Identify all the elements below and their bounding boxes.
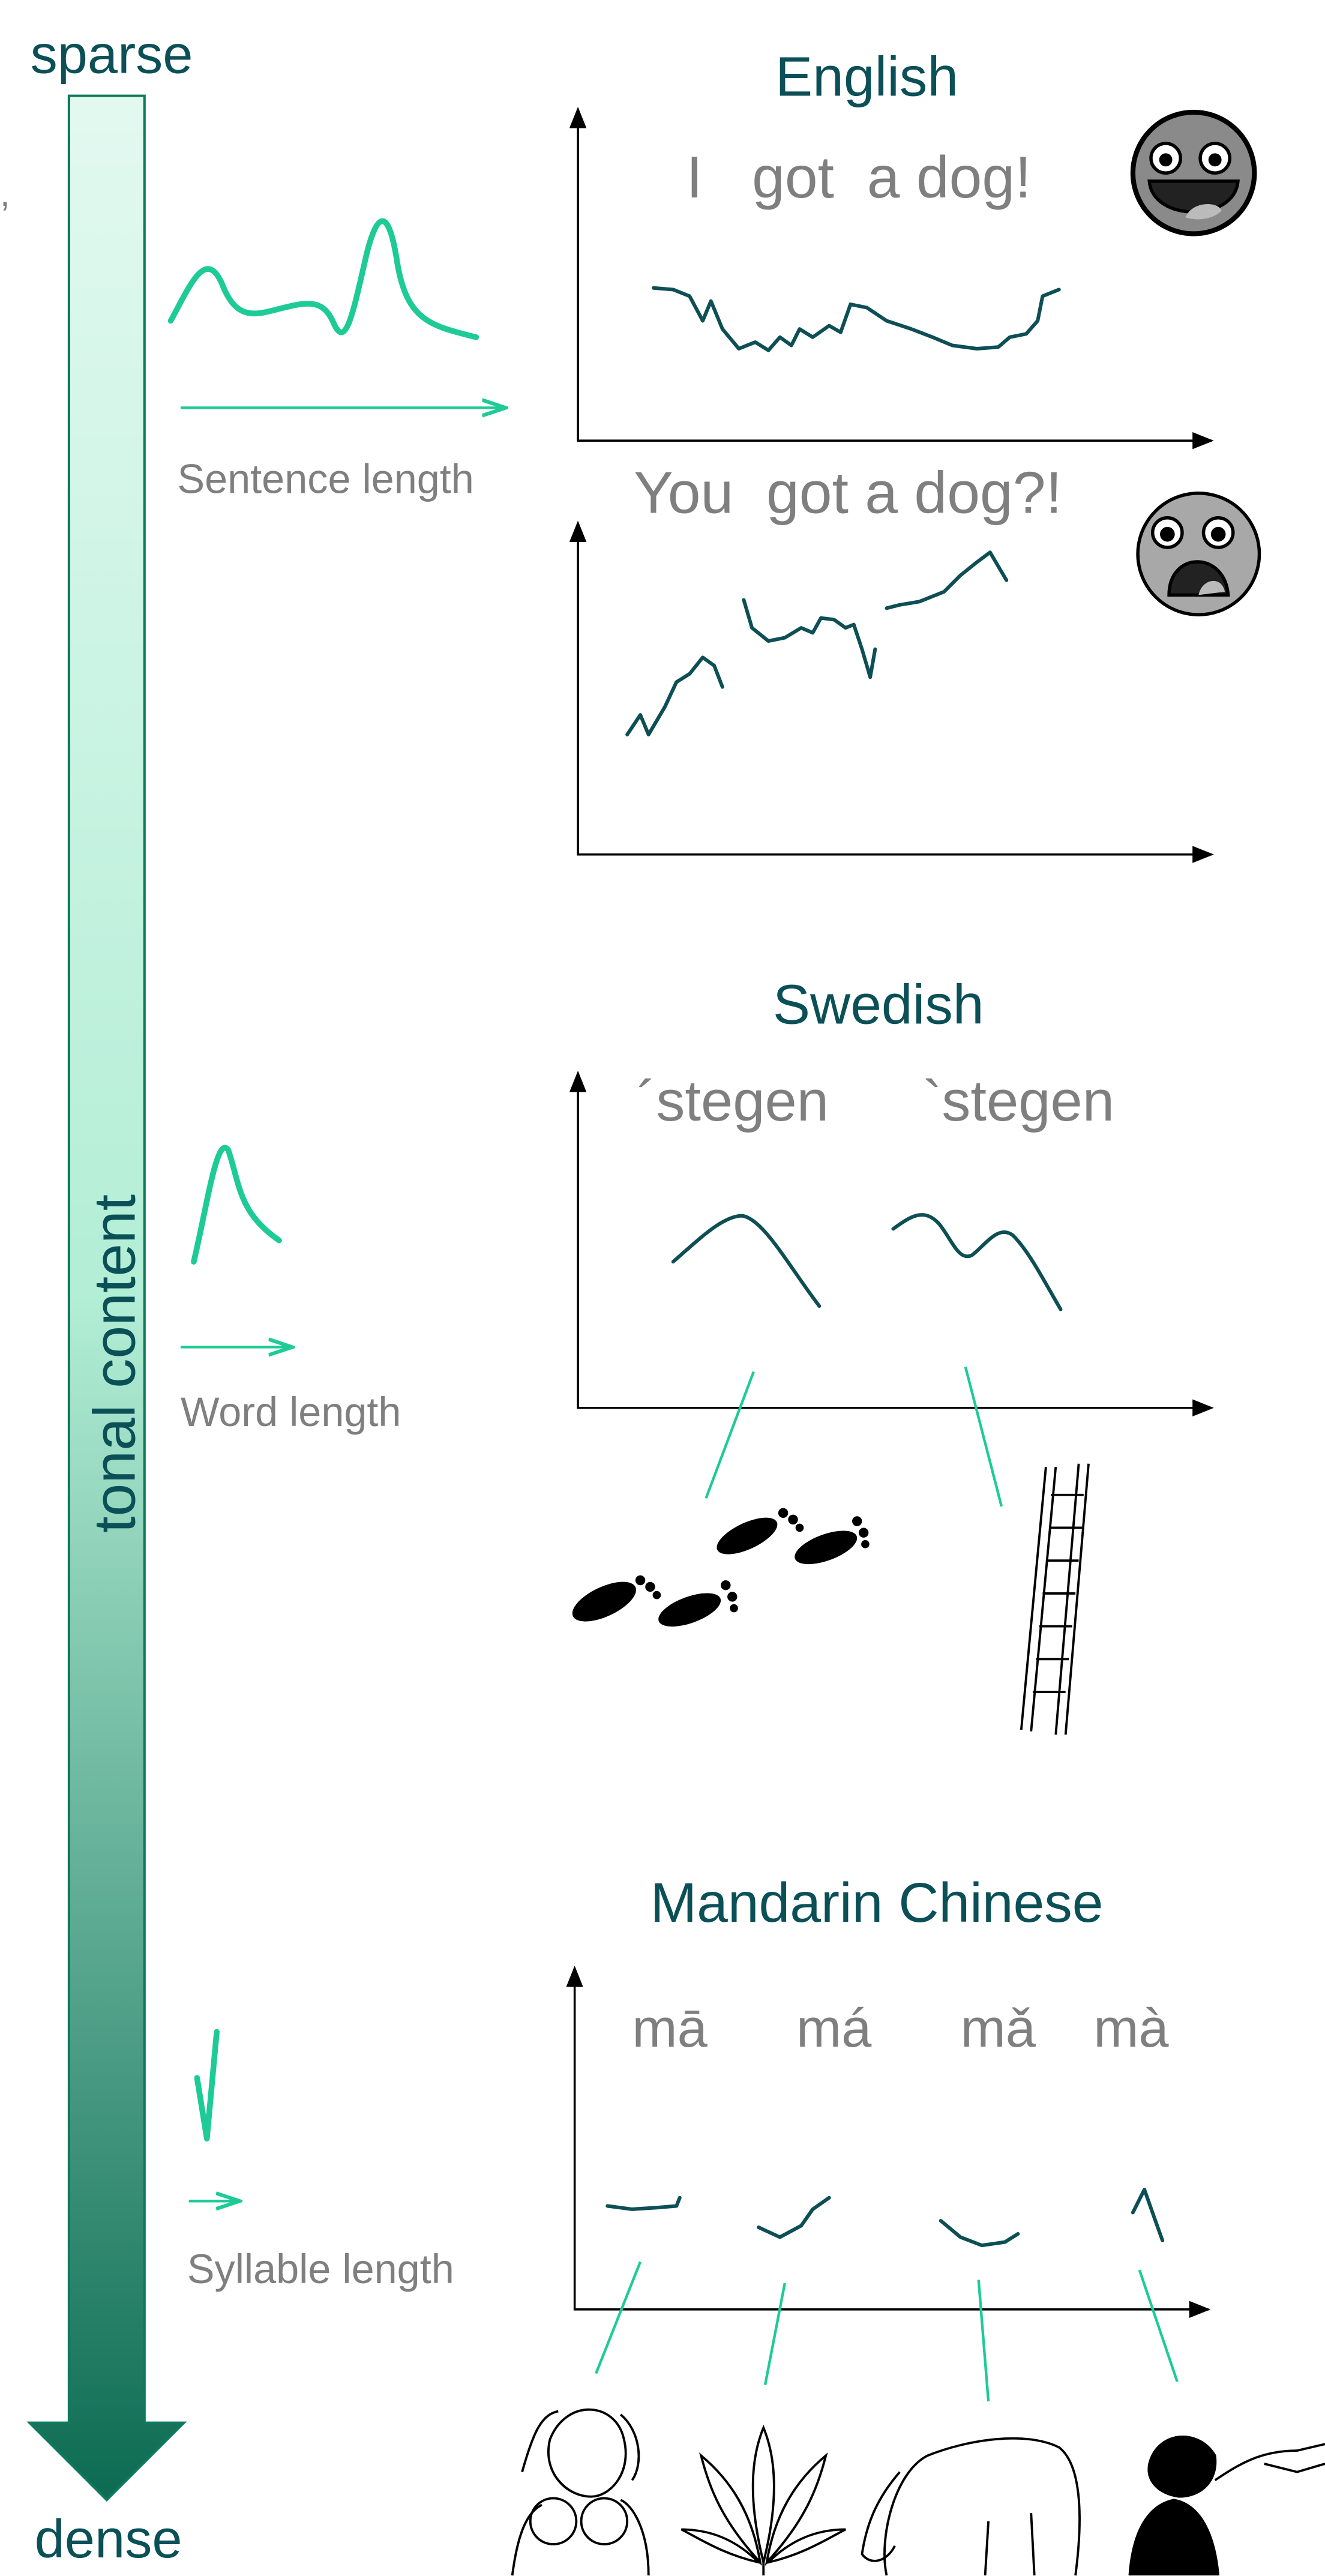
mother-icon	[511, 2408, 650, 2576]
bottom-label: dense	[35, 2509, 182, 2569]
scale-label: Sentence length	[177, 457, 473, 502]
link-line	[1138, 2269, 1179, 2382]
happy-face	[1130, 109, 1257, 236]
top-label: sparse	[31, 24, 193, 85]
scolding-icon	[1128, 2436, 1325, 2576]
link-line	[595, 2261, 642, 2374]
pitch-contour	[625, 655, 724, 736]
syllable: mā	[632, 1998, 708, 2059]
syllable: mà	[1093, 1998, 1169, 2059]
arrow-label: tonal content	[81, 1194, 147, 1533]
pitch-contour	[757, 2195, 831, 2239]
axes	[577, 112, 1214, 450]
word: `stegen	[923, 1069, 1114, 1133]
sentence-curve	[167, 218, 479, 340]
panel-title: English	[775, 46, 958, 108]
footprints-icon	[572, 1508, 870, 1627]
word: ´stegen	[637, 1069, 829, 1133]
link-line	[763, 2283, 786, 2386]
link-line	[964, 1366, 1003, 1507]
pitch-contour	[885, 550, 1009, 610]
pitch-contour	[651, 286, 1061, 352]
pitch-contour	[742, 598, 877, 679]
syllable-curve	[194, 2029, 220, 2142]
tonal-arrow	[26, 94, 187, 2502]
example: You got a dog?!	[634, 460, 1062, 526]
example: I got a dog!	[687, 144, 1032, 210]
axes	[573, 1971, 1209, 2311]
horse-icon	[861, 2437, 1081, 2576]
leaf-icon	[681, 2424, 846, 2576]
scale-label: Word length	[181, 1389, 401, 1435]
link-line	[705, 1371, 755, 1499]
panel-title: Swedish	[773, 973, 984, 1035]
pitch-contour	[1131, 2188, 1165, 2242]
link-line	[977, 2280, 990, 2402]
scale-label: Syllable length	[187, 2246, 454, 2292]
pitch-contour	[671, 1214, 822, 1308]
ladder-icon	[1020, 1463, 1090, 1735]
word-curve	[191, 1145, 282, 1265]
fragment: ,	[0, 173, 10, 214]
syllable: má	[796, 1998, 872, 2059]
syllable: mǎ	[961, 1998, 1036, 2059]
shocked-face	[1136, 492, 1261, 616]
pitch-contour	[891, 1213, 1063, 1311]
axes	[577, 526, 1212, 856]
panel-title: Mandarin Chinese	[650, 1871, 1104, 1934]
pitch-contour	[605, 2195, 682, 2211]
axes	[577, 1076, 1212, 1409]
pitch-contour	[939, 2219, 1020, 2248]
